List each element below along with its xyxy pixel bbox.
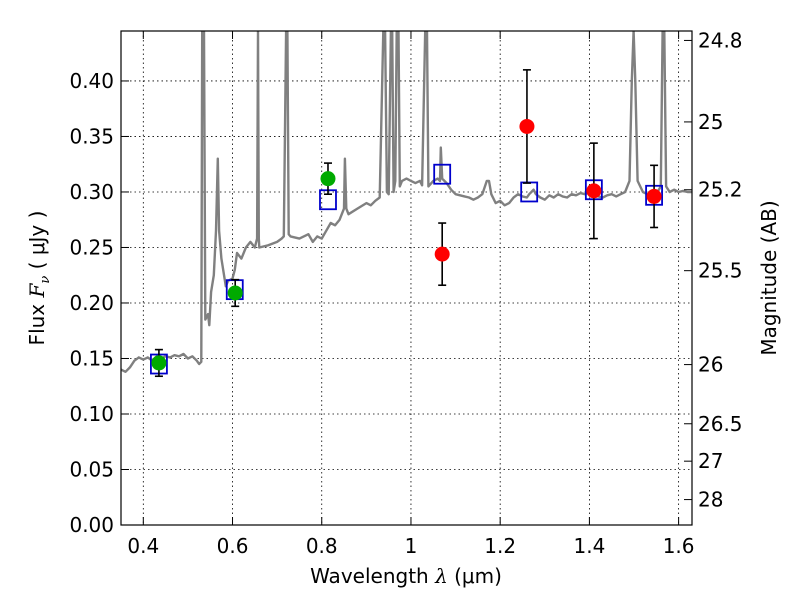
x-tick-label: 1.6 bbox=[663, 534, 695, 558]
photometry-point bbox=[434, 246, 450, 262]
tick-labels: 0.4 0.6 0.8 1 1.2 1.4 1.6 0.00 0.05 0.10 0.15 0.20 0… bbox=[69, 28, 742, 558]
y2-tick-label: 28 bbox=[698, 488, 723, 512]
photometry-point bbox=[646, 188, 662, 204]
plot-background bbox=[121, 31, 692, 525]
y-tick-label: 0.40 bbox=[69, 69, 114, 93]
marker-layer bbox=[150, 69, 663, 378]
photometry-point bbox=[227, 285, 243, 301]
ticks bbox=[121, 31, 692, 526]
photometry-point bbox=[320, 171, 336, 187]
x-tick-label: 1.4 bbox=[573, 534, 605, 558]
x-tick-label: 0.8 bbox=[306, 534, 338, 558]
y-tick-label: 0.25 bbox=[69, 235, 114, 259]
y-axis-label: Flux Fν ( μJy ) bbox=[25, 211, 53, 346]
x-tick-label: 0.6 bbox=[217, 534, 249, 558]
x-tick-label: 1 bbox=[405, 534, 418, 558]
y2-tick-label: 24.8 bbox=[698, 28, 743, 52]
y-tick-label: 0.10 bbox=[69, 402, 114, 426]
y2-tick-label: 26.5 bbox=[698, 412, 743, 436]
x-tick-label: 0.4 bbox=[127, 534, 159, 558]
y2-tick-label: 26 bbox=[698, 353, 723, 377]
y-tick-label: 0.30 bbox=[69, 180, 114, 204]
y-tick-label: 0.05 bbox=[69, 457, 114, 481]
x-axis-label: Wavelength λ (μm) bbox=[310, 564, 502, 588]
x-tick-label: 1.2 bbox=[484, 534, 516, 558]
y-tick-label: 0.35 bbox=[69, 124, 114, 148]
y-tick-label: 0.15 bbox=[69, 346, 114, 370]
y2-axis-label: Magnitude (AB) bbox=[757, 200, 781, 355]
photometry-point bbox=[586, 183, 602, 199]
y-tick-label: 0.20 bbox=[69, 291, 114, 315]
model-square-marker bbox=[433, 163, 452, 185]
y2-tick-label: 27 bbox=[698, 449, 723, 473]
y-tick-label: 0.00 bbox=[69, 513, 114, 537]
photometry-point bbox=[519, 118, 535, 134]
photometry-point bbox=[151, 355, 167, 371]
y2-tick-label: 25.5 bbox=[698, 259, 743, 283]
y2-tick-label: 25 bbox=[698, 110, 723, 134]
plot-frame bbox=[120, 30, 693, 526]
y2-tick-label: 25.2 bbox=[698, 178, 743, 202]
